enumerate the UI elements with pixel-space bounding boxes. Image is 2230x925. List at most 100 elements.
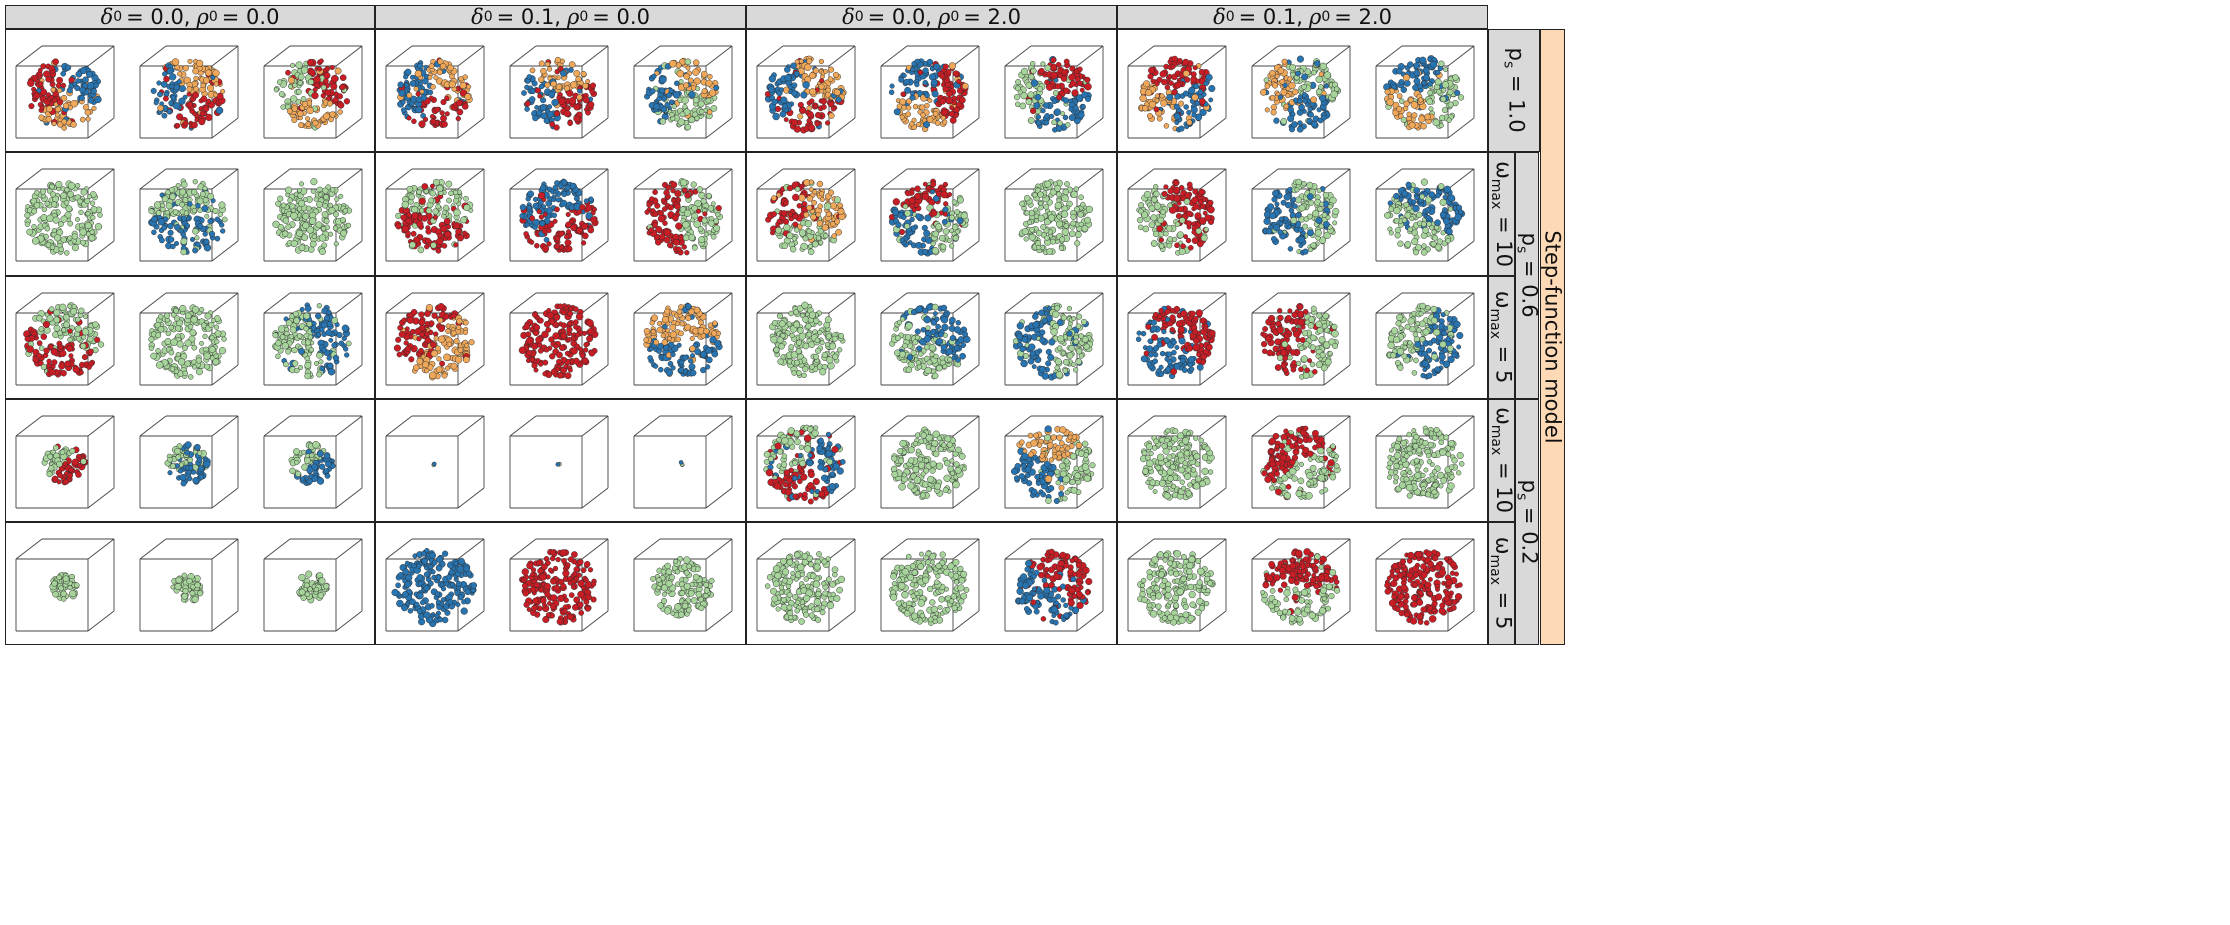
box-edge — [211, 240, 239, 262]
cell-particle — [57, 330, 63, 336]
cell-particle — [50, 201, 58, 208]
box-edge — [1199, 45, 1227, 67]
cell-particle — [42, 320, 50, 329]
cell-particle — [573, 104, 581, 111]
cell-particle — [67, 181, 76, 190]
cell-particle — [1077, 66, 1083, 73]
cell-particle — [1280, 117, 1288, 125]
cell-particle — [91, 105, 97, 111]
cell-particle — [418, 120, 426, 128]
cell-particle — [202, 185, 208, 191]
cell-particle — [1084, 216, 1091, 224]
cell-particle — [1297, 226, 1304, 233]
cell-particle — [61, 118, 68, 125]
cell-particle — [1147, 73, 1154, 80]
cell-particle — [1042, 102, 1050, 109]
cell-particle — [1391, 83, 1397, 90]
cell-particle — [457, 234, 464, 242]
cell-particle — [529, 239, 535, 245]
cell-particle — [1084, 76, 1091, 83]
cell-particle — [646, 202, 652, 208]
cell-particle — [582, 96, 590, 104]
cell-particle — [1142, 225, 1150, 233]
cell-particle — [58, 344, 64, 350]
cell-particle — [670, 181, 678, 189]
cell-particle — [51, 228, 57, 234]
rho-value: = 0.0 — [592, 5, 650, 29]
cell-particle — [1427, 56, 1433, 62]
cell-particle — [537, 191, 546, 200]
box-edge — [457, 45, 485, 67]
cell-particle — [1043, 218, 1051, 226]
snapshot-3 — [633, 168, 733, 262]
cell-particle — [311, 233, 318, 240]
box-edge — [828, 240, 856, 262]
cell-particle — [952, 70, 960, 77]
cell-particle — [1038, 67, 1045, 74]
cell-particle — [794, 186, 801, 192]
cell-particle — [523, 231, 529, 237]
cell-particle — [1277, 94, 1284, 100]
cell-particle — [1191, 93, 1199, 101]
cell-particle — [1440, 95, 1447, 103]
cell-particle — [1074, 240, 1081, 247]
cell-particle — [913, 201, 920, 208]
cell-particle — [691, 204, 698, 212]
cell-particle — [157, 313, 164, 320]
cell-particle — [526, 74, 533, 80]
cell-particle — [87, 335, 94, 343]
cell-particle — [322, 202, 328, 209]
cell-particle — [60, 236, 67, 243]
cell-particle — [932, 230, 940, 238]
cell-particle — [1170, 64, 1176, 70]
cell-particle — [74, 325, 82, 333]
panel-r2-c2 — [375, 152, 746, 276]
cell-particle — [1050, 71, 1058, 80]
cell-particle — [1310, 120, 1318, 128]
cell-particle — [1270, 104, 1278, 111]
cell-particle — [922, 61, 929, 67]
cell-particle — [36, 352, 43, 360]
cell-particle — [1163, 184, 1169, 190]
cell-particle — [1270, 236, 1277, 242]
cell-particle — [666, 92, 672, 99]
cell-particle — [31, 208, 38, 215]
box-edge — [1323, 117, 1351, 139]
cell-particle — [1062, 114, 1069, 121]
cell-particle — [74, 316, 81, 323]
cell-particle — [537, 93, 543, 99]
cell-particle — [1168, 80, 1174, 86]
cell-particle — [1049, 188, 1057, 196]
cell-particle — [448, 190, 454, 197]
cell-particle — [1306, 213, 1313, 220]
cell-particle — [772, 112, 780, 121]
cell-particle — [1425, 215, 1432, 221]
cell-particle — [277, 195, 284, 202]
cell-particle — [1316, 188, 1322, 194]
cell-particle — [534, 242, 540, 249]
cell-particle — [776, 192, 782, 198]
cell-particle — [1422, 66, 1430, 74]
cell-particle — [1282, 82, 1288, 89]
cell-particle — [1150, 240, 1158, 247]
cell-particle — [949, 228, 955, 234]
cell-particle — [1393, 217, 1400, 224]
cell-particle — [1054, 201, 1062, 210]
cell-particle — [1182, 58, 1190, 66]
cell-particle — [90, 214, 96, 221]
cell-particle — [313, 360, 320, 367]
cell-particle — [212, 69, 220, 77]
cell-particle — [206, 84, 215, 92]
panel-r1-c1 — [5, 29, 375, 152]
cell-particle — [1273, 117, 1280, 124]
cell-particle — [715, 205, 722, 212]
box-edge — [952, 240, 980, 262]
rho-value: = 2.0 — [1334, 5, 1392, 29]
cell-particle — [219, 222, 225, 228]
cell-particle — [1332, 220, 1338, 226]
cell-particle — [786, 232, 794, 240]
cell-particle — [1288, 126, 1296, 133]
cell-particle — [1292, 88, 1299, 95]
cell-particle — [815, 235, 822, 241]
cell-particle — [416, 189, 422, 195]
